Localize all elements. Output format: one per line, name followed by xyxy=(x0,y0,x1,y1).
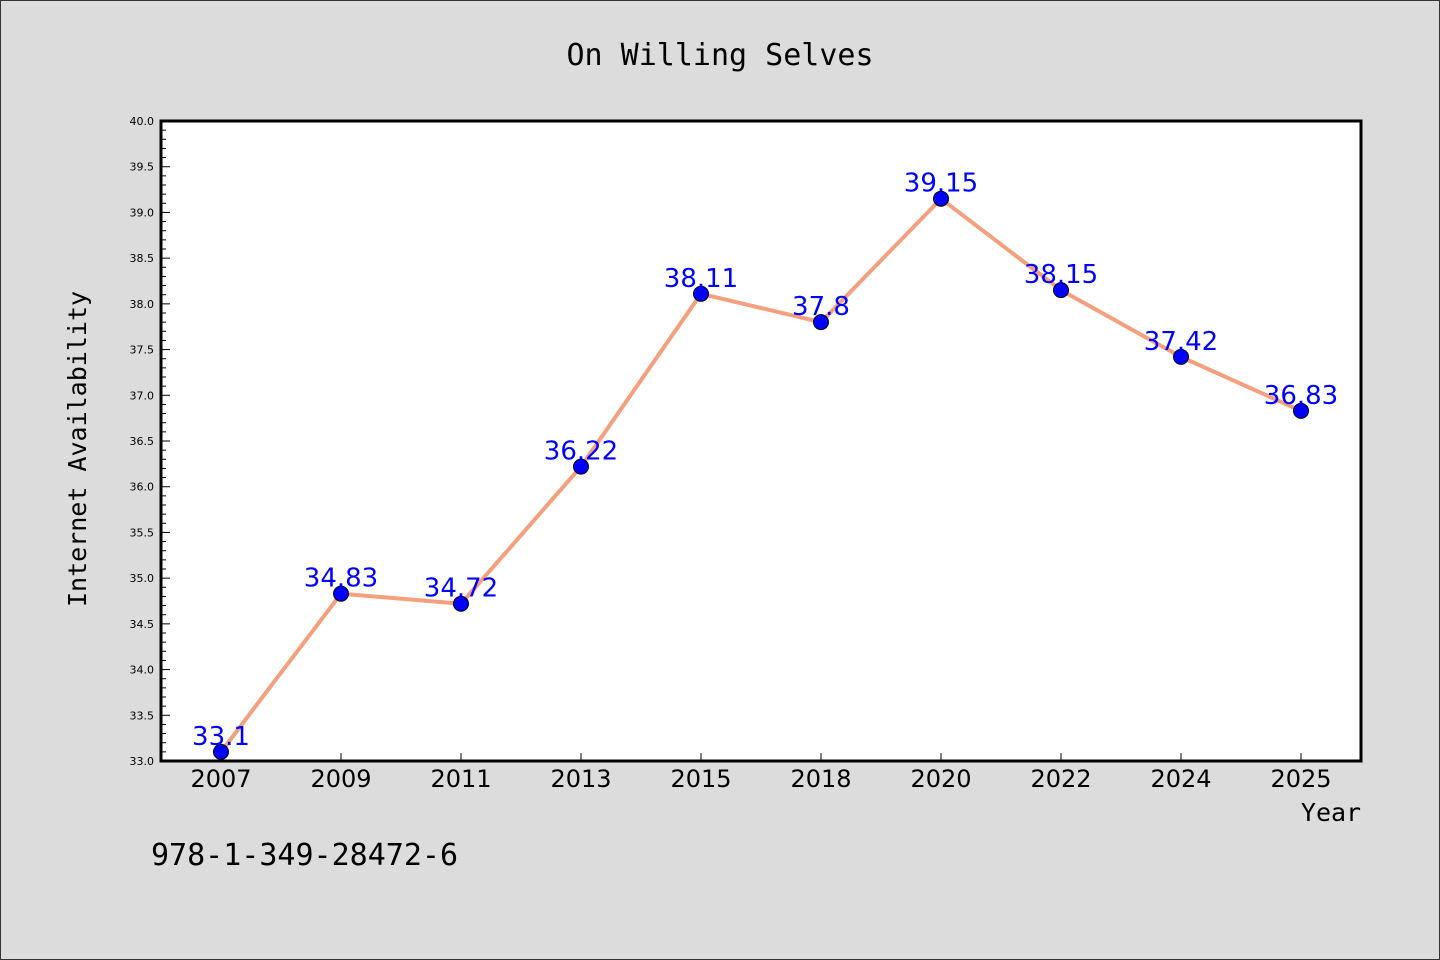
data-point xyxy=(213,743,229,760)
x-tick-label: 2011 xyxy=(430,765,491,793)
data-label: 33.1 xyxy=(192,722,250,752)
y-tick-label: 33.5 xyxy=(130,709,155,722)
y-tick-label: 38.5 xyxy=(130,252,155,265)
y-tick-label: 35.0 xyxy=(130,572,155,585)
isbn-text: 978-1-349-28472-6 xyxy=(151,838,458,873)
y-tick-label: 40.0 xyxy=(130,115,155,128)
data-point xyxy=(453,595,469,612)
data-label: 38.15 xyxy=(1024,260,1098,290)
data-label: 34.72 xyxy=(424,574,498,604)
y-tick-label: 36.5 xyxy=(130,435,155,448)
x-tick-label: 2024 xyxy=(1150,765,1211,793)
series-markers xyxy=(213,190,1309,760)
y-tick-label: 37.5 xyxy=(130,344,155,357)
data-point xyxy=(1053,282,1069,299)
data-label: 39.15 xyxy=(904,169,978,199)
data-labels: 33.1 34.83 34.72 36.22 38.11 37.8 39.15 38.15 37… xyxy=(192,169,1338,752)
y-tick-label: 34.0 xyxy=(130,664,155,677)
x-tick-label: 2007 xyxy=(190,765,251,793)
chart-title: On Willing Selves xyxy=(566,38,873,73)
y-axis: 33.0 33.5 34.0 34.5 35.0 35.5 36.0 36.5 37.0 37.5… xyxy=(130,115,170,768)
y-tick-label: 39.0 xyxy=(130,206,155,219)
data-label: 36.83 xyxy=(1264,381,1338,411)
x-axis: 2007 2009 2011 2013 2015 2018 2020 2022 2024 2025 xyxy=(190,753,1332,793)
y-tick-label: 33.0 xyxy=(130,755,155,768)
x-tick-label: 2022 xyxy=(1030,765,1091,793)
data-label: 37.8 xyxy=(792,292,850,322)
x-tick-label: 2013 xyxy=(550,765,611,793)
x-tick-label: 2025 xyxy=(1270,765,1331,793)
series-line xyxy=(219,196,1302,754)
y-tick-label: 36.0 xyxy=(130,481,155,494)
data-label: 36.22 xyxy=(544,437,618,467)
x-axis-title: Year xyxy=(1301,798,1361,827)
y-tick-label: 39.5 xyxy=(130,161,155,174)
data-point xyxy=(693,285,709,302)
x-tick-label: 2018 xyxy=(790,765,851,793)
y-tick-label: 34.5 xyxy=(130,618,155,631)
data-label: 38.11 xyxy=(664,264,738,294)
x-tick-label: 2020 xyxy=(910,765,971,793)
data-label: 37.42 xyxy=(1144,327,1218,357)
data-point xyxy=(333,585,349,602)
y-tick-label: 37.0 xyxy=(130,389,155,402)
x-tick-label: 2009 xyxy=(310,765,371,793)
data-point xyxy=(1173,348,1189,365)
y-axis-title: Internet Availability xyxy=(63,291,92,607)
y-tick-label: 38.0 xyxy=(130,298,155,311)
data-point xyxy=(1293,402,1309,419)
y-tick-label: 35.5 xyxy=(130,526,155,539)
plot-area xyxy=(159,119,1363,763)
data-point xyxy=(573,458,589,475)
x-tick-label: 2015 xyxy=(670,765,731,793)
data-point xyxy=(933,190,949,207)
data-label: 34.83 xyxy=(304,564,378,594)
data-point xyxy=(813,314,829,331)
